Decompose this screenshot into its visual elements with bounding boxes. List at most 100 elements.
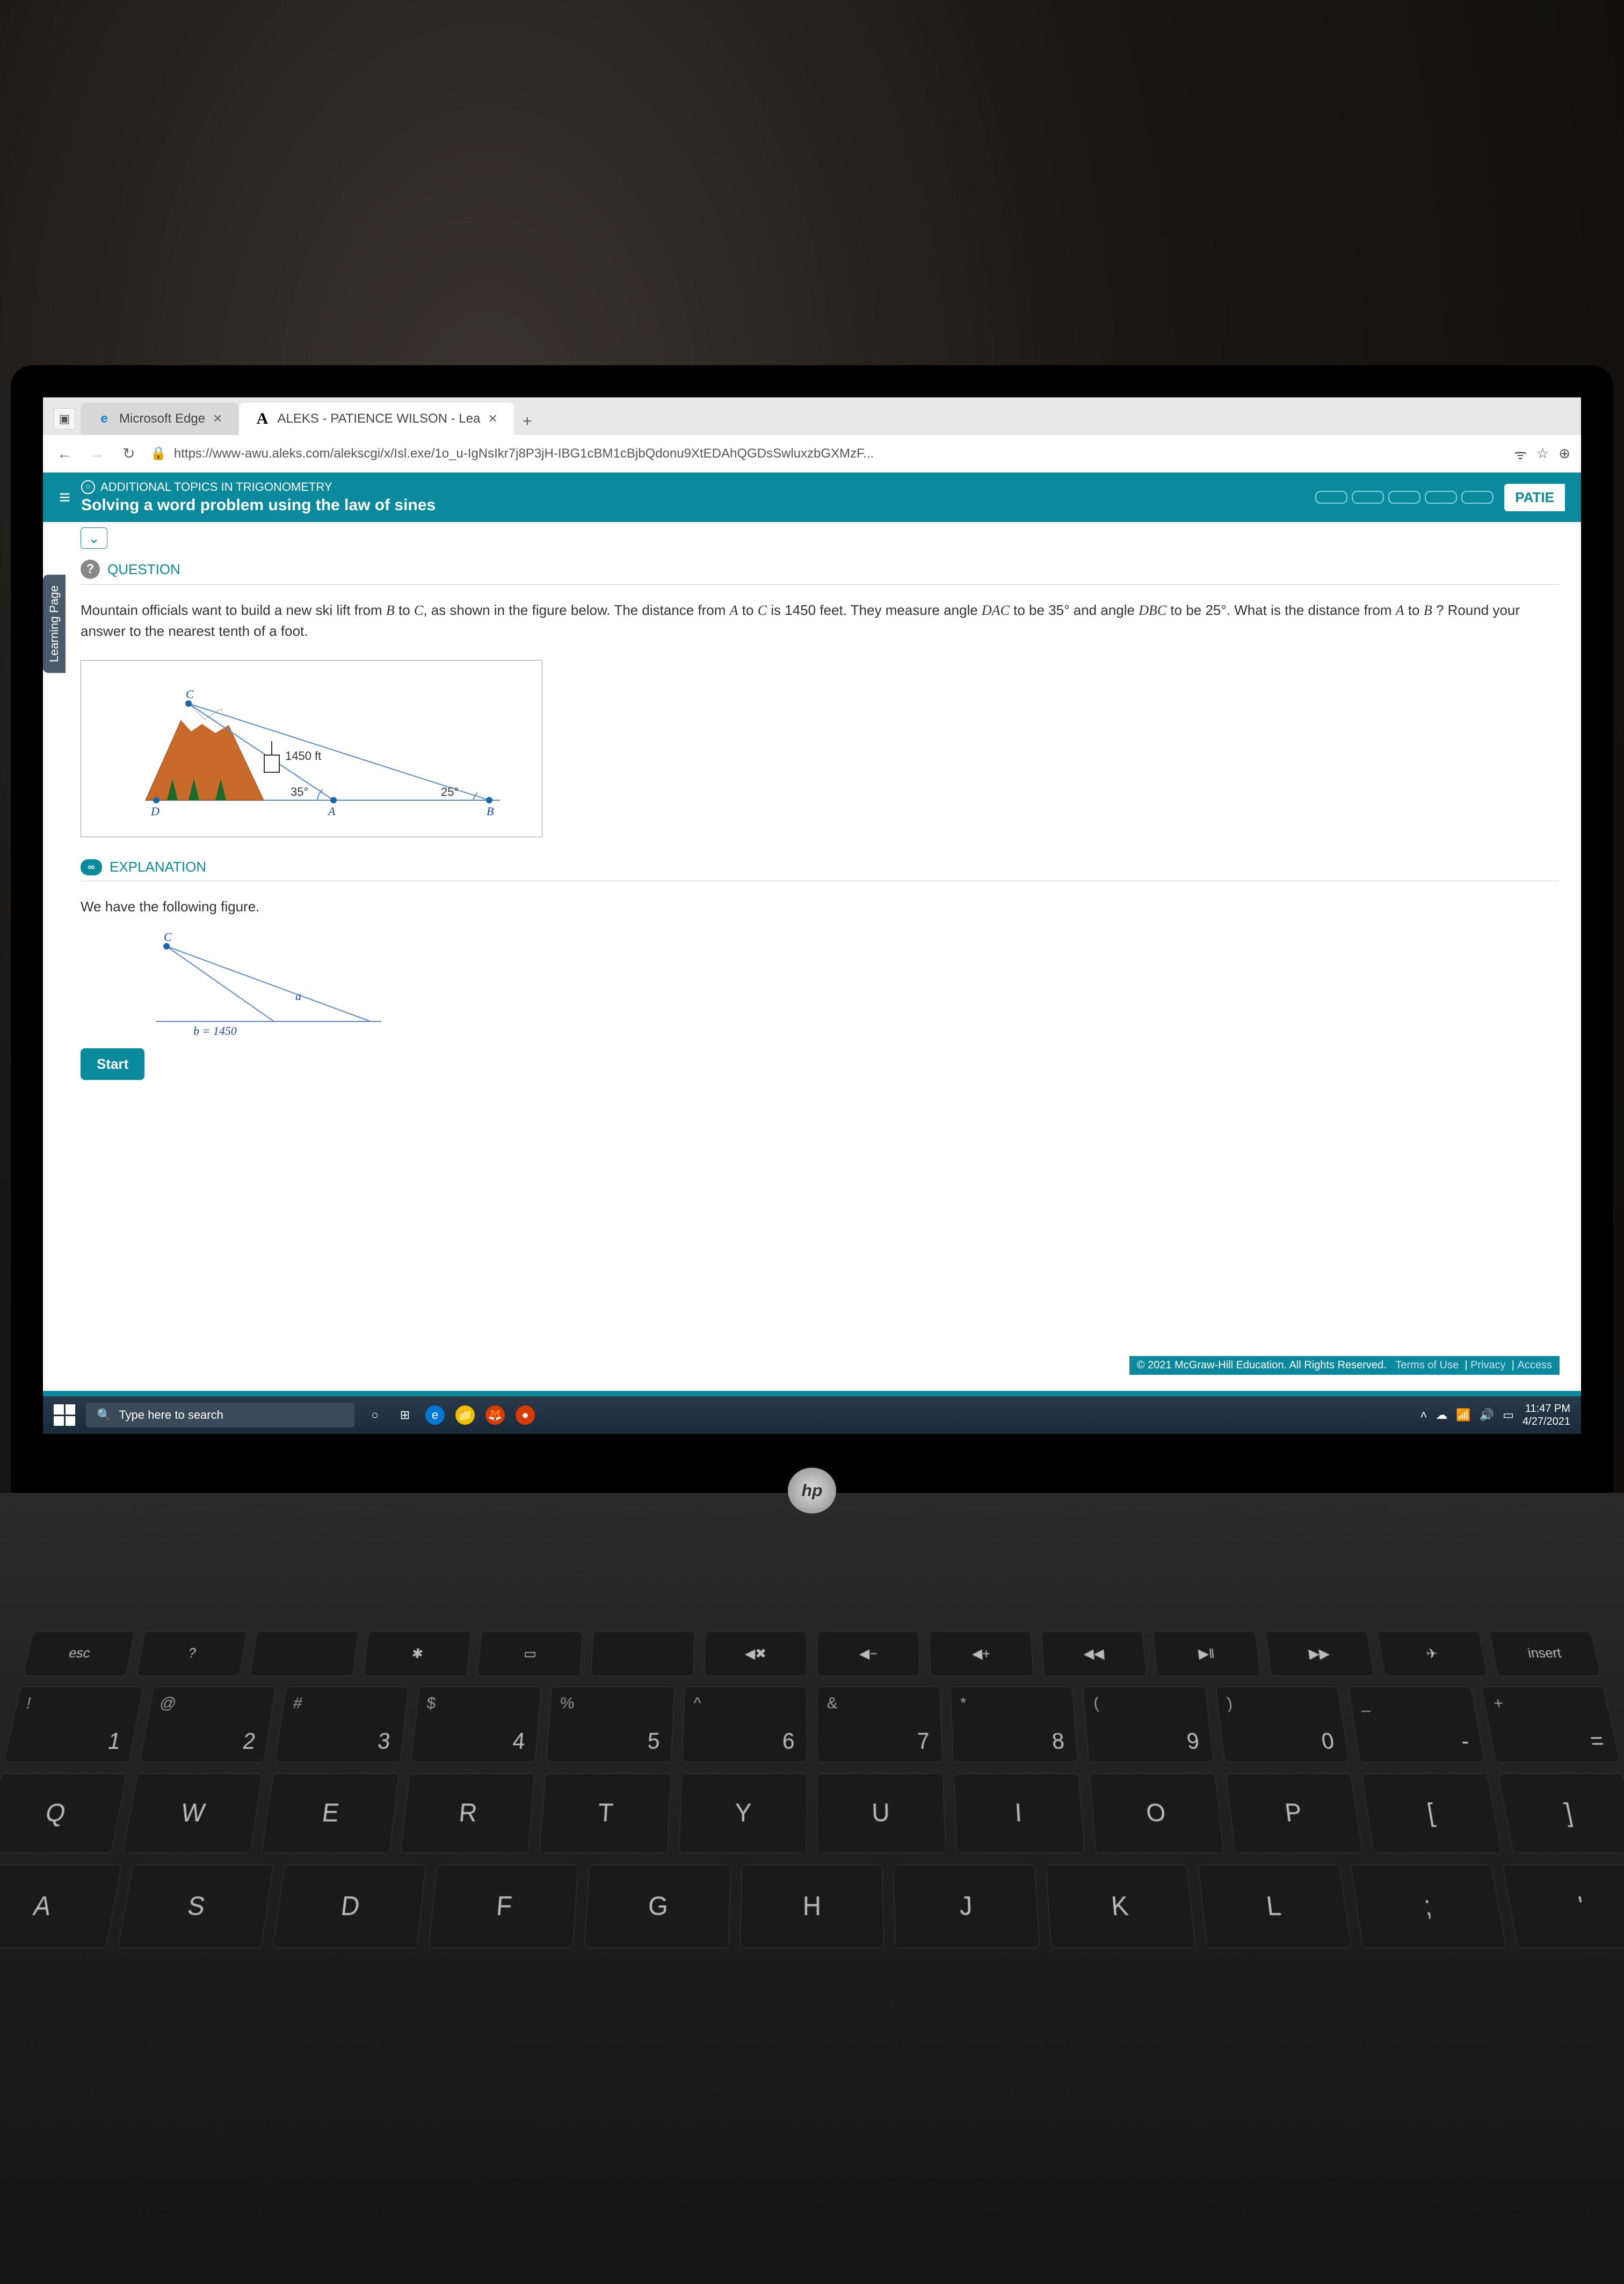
keyboard-asdf-row: ASDFGHJKL;' bbox=[0, 1865, 1624, 1948]
collapse-bar: ⌄ bbox=[81, 522, 1560, 554]
battery-icon[interactable]: ▭ bbox=[1503, 1408, 1514, 1422]
distance-label: 1450 ft bbox=[285, 749, 321, 763]
onedrive-icon[interactable]: ☁ bbox=[1436, 1408, 1447, 1422]
aleks-footer-bar bbox=[43, 1391, 1581, 1396]
start-button[interactable] bbox=[54, 1404, 75, 1426]
network-icon[interactable]: 📶 bbox=[1456, 1408, 1470, 1422]
key: J bbox=[894, 1865, 1040, 1948]
copyright-text: © 2021 McGraw-Hill Education. All Rights… bbox=[1137, 1359, 1387, 1371]
key: W bbox=[122, 1773, 263, 1853]
favorites-icon[interactable]: ☆ bbox=[1536, 445, 1549, 462]
key: (9 bbox=[1083, 1686, 1214, 1763]
exp-a-label: a bbox=[295, 989, 301, 1003]
explanation-intro: We have the following figure. bbox=[81, 892, 1560, 930]
read-aloud-icon[interactable]: ᯤ bbox=[1514, 444, 1527, 463]
question-text: Mountain officials want to build a new s… bbox=[81, 596, 1560, 655]
content-area: ⌄ ? QUESTION Mountain officials want to … bbox=[43, 522, 1581, 1380]
progress-box bbox=[1461, 491, 1494, 504]
browser-tab-strip: ▣ e Microsoft Edge ✕ A ALEKS - PATIENCE … bbox=[43, 397, 1581, 435]
key: L bbox=[1198, 1865, 1351, 1948]
key: #3 bbox=[275, 1686, 409, 1763]
search-placeholder: Type here to search bbox=[119, 1408, 223, 1422]
taskbar-clock[interactable]: 11:47 PM 4/27/2021 bbox=[1523, 1402, 1570, 1428]
close-tab-icon[interactable]: ✕ bbox=[213, 412, 222, 426]
explanation-header: ∞ EXPLANATION bbox=[81, 853, 1560, 881]
angle-b-label: 25° bbox=[441, 785, 459, 799]
url-text: https://www-awu.aleks.com/alekscgi/x/Isl… bbox=[174, 446, 874, 461]
clock-time: 11:47 PM bbox=[1523, 1402, 1570, 1415]
key: &7 bbox=[817, 1686, 943, 1763]
address-bar-actions: ᯤ ☆ ⊕ bbox=[1514, 444, 1570, 463]
task-view-icon[interactable]: ⊞ bbox=[395, 1405, 415, 1425]
copyright-bar: © 2021 McGraw-Hill Education. All Rights… bbox=[1129, 1356, 1560, 1375]
progress-indicator bbox=[1315, 491, 1494, 504]
key: T bbox=[539, 1773, 671, 1853]
key: ' bbox=[1502, 1865, 1624, 1948]
address-bar: ← → ↻ 🔒 https://www-awu.aleks.com/aleksc… bbox=[43, 435, 1581, 473]
key: Y bbox=[678, 1773, 807, 1853]
terms-link[interactable]: Terms of Use bbox=[1395, 1359, 1459, 1371]
menu-icon[interactable]: ≡ bbox=[59, 486, 70, 509]
key: K bbox=[1046, 1865, 1195, 1948]
forward-button[interactable]: → bbox=[86, 443, 107, 465]
progress-box bbox=[1352, 491, 1384, 504]
key: %5 bbox=[546, 1686, 675, 1763]
key: S bbox=[117, 1865, 274, 1948]
key: ◀− bbox=[817, 1632, 920, 1677]
firefox-taskbar-icon[interactable]: 🦊 bbox=[485, 1405, 505, 1425]
key: O bbox=[1089, 1773, 1223, 1853]
access-link[interactable]: Access bbox=[1518, 1359, 1552, 1371]
learning-page-tab[interactable]: Learning Page bbox=[43, 575, 66, 673]
key: R bbox=[400, 1773, 534, 1853]
browser-tab-edge[interactable]: e Microsoft Edge ✕ bbox=[81, 403, 239, 435]
laptop-deck: hp esc?✱▭◀✖◀−◀+◀◀▶‖▶▶✈insert !1@2#3$4%5^… bbox=[0, 1493, 1624, 2284]
key: esc bbox=[23, 1632, 135, 1677]
start-button[interactable]: Start bbox=[81, 1048, 144, 1080]
key: ? bbox=[136, 1632, 247, 1677]
hp-logo-icon: hp bbox=[788, 1468, 837, 1513]
explorer-taskbar-icon[interactable]: 📁 bbox=[455, 1405, 475, 1425]
key: Q bbox=[0, 1773, 127, 1853]
close-tab-icon[interactable]: ✕ bbox=[488, 412, 497, 426]
url-input[interactable]: 🔒 https://www-awu.aleks.com/alekscgi/x/I… bbox=[150, 446, 1503, 461]
tray-chevron-icon[interactable]: ˄ bbox=[1420, 1408, 1427, 1422]
topic-line: ○ ADDITIONAL TOPICS IN TRIGONOMETRY bbox=[81, 480, 436, 494]
browser-tab-aleks[interactable]: A ALEKS - PATIENCE WILSON - Lea ✕ bbox=[239, 403, 514, 435]
back-button[interactable]: ← bbox=[54, 443, 75, 465]
edge-taskbar-icon[interactable]: e bbox=[425, 1405, 445, 1425]
progress-box bbox=[1388, 491, 1420, 504]
chevron-down-icon[interactable]: ⌄ bbox=[81, 527, 107, 549]
app-taskbar-icon[interactable]: ● bbox=[516, 1405, 535, 1425]
key: ^6 bbox=[682, 1686, 807, 1763]
user-button[interactable]: PATIE bbox=[1504, 484, 1565, 511]
explanation-label: EXPLANATION bbox=[110, 859, 206, 875]
key: ◀+ bbox=[929, 1632, 1034, 1677]
tab-title: ALEKS - PATIENCE WILSON - Lea bbox=[278, 411, 481, 426]
search-icon: 🔍 bbox=[97, 1408, 111, 1422]
key bbox=[250, 1632, 359, 1677]
system-tray: ˄ ☁ 📶 🔊 ▭ 11:47 PM 4/27/2021 bbox=[1420, 1402, 1570, 1428]
laptop-frame: ▣ e Microsoft Edge ✕ A ALEKS - PATIENCE … bbox=[11, 365, 1613, 1493]
window-control-icon[interactable]: ▣ bbox=[54, 408, 75, 430]
tab-title: Microsoft Edge bbox=[119, 411, 205, 426]
key: ▶‖ bbox=[1153, 1632, 1261, 1677]
privacy-link[interactable]: Privacy bbox=[1470, 1359, 1506, 1371]
keyboard-num-row: !1@2#3$4%5^6&7*8(9)0_-+= bbox=[3, 1686, 1620, 1763]
cortana-icon[interactable]: ○ bbox=[365, 1405, 385, 1425]
progress-box bbox=[1425, 491, 1457, 504]
new-tab-button[interactable]: + bbox=[514, 408, 541, 435]
edge-favicon-icon: e bbox=[97, 411, 112, 426]
exp-c-label: C bbox=[164, 930, 172, 944]
key: ◀✖ bbox=[704, 1632, 807, 1677]
taskbar-search[interactable]: 🔍 Type here to search bbox=[86, 1403, 354, 1427]
explanation-figure: C a b = 1450 bbox=[134, 930, 403, 1038]
aleks-header: ≡ ○ ADDITIONAL TOPICS IN TRIGONOMETRY So… bbox=[43, 473, 1581, 522]
volume-icon[interactable]: 🔊 bbox=[1480, 1408, 1494, 1422]
key: I bbox=[953, 1773, 1085, 1853]
refresh-button[interactable]: ↻ bbox=[118, 443, 140, 465]
key: F bbox=[429, 1865, 578, 1948]
clock-date: 4/27/2021 bbox=[1523, 1415, 1570, 1428]
key: $4 bbox=[410, 1686, 541, 1763]
topic-text: ADDITIONAL TOPICS IN TRIGONOMETRY bbox=[100, 480, 332, 494]
collections-icon[interactable]: ⊕ bbox=[1558, 445, 1570, 462]
